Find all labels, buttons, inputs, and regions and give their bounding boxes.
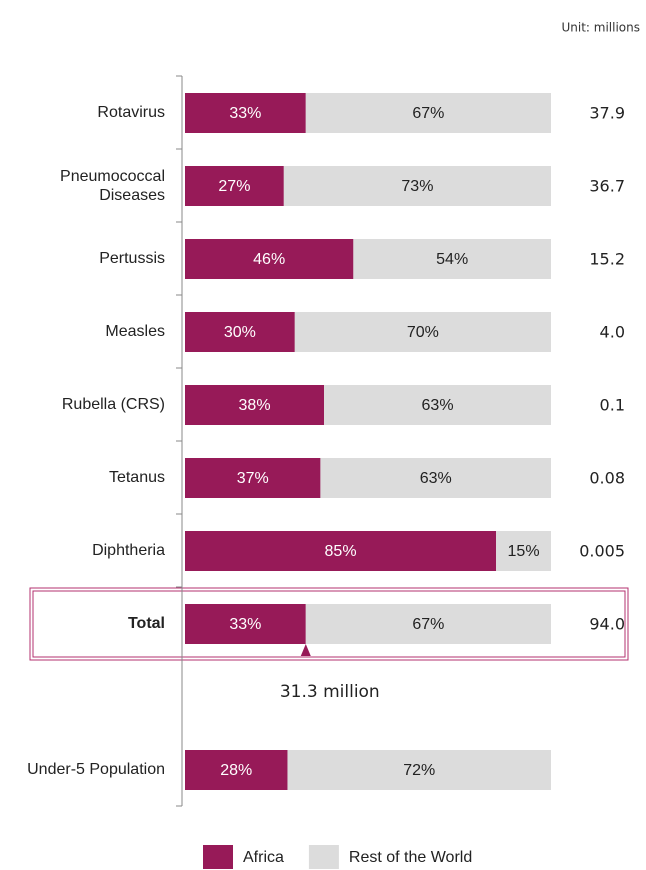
value-label: 54% — [436, 251, 468, 268]
bar-segment — [353, 239, 551, 279]
total-label: 36.7 — [589, 177, 625, 196]
total-label: 15.2 — [589, 250, 625, 269]
bar-segment — [320, 458, 551, 498]
bar-segment — [287, 750, 551, 790]
total-label: 37.9 — [589, 104, 625, 123]
bar-segment — [294, 312, 551, 352]
category-label: Total — [127, 615, 165, 633]
total-label: 0.1 — [600, 396, 625, 415]
legend-label: Rest of the World — [349, 849, 472, 866]
value-label: 33% — [229, 105, 261, 122]
total-label: 0.005 — [579, 542, 625, 561]
value-label: 33% — [229, 616, 261, 633]
bar-segment — [283, 166, 551, 206]
category-label: Pertussis — [99, 250, 165, 268]
category-label-text: Under-5 Population — [27, 761, 165, 779]
bar-segment — [185, 750, 288, 790]
category-label: Under-5 Population — [27, 761, 165, 779]
category-label: Tetanus — [108, 469, 165, 487]
highlight-box — [29, 587, 629, 661]
value-label: 63% — [420, 470, 452, 487]
legend-swatch — [308, 845, 339, 869]
bar-segment — [185, 312, 295, 352]
category-label-text: Measles — [105, 323, 165, 341]
value-label: 30% — [224, 324, 256, 341]
value-label: 28% — [220, 762, 252, 779]
category-label-text: Pneumococcal Diseases — [60, 167, 165, 204]
category-label-text: Total — [127, 615, 165, 633]
total-label: 94.0 — [589, 615, 625, 634]
total-label: 4.0 — [600, 323, 625, 342]
value-label: 73% — [401, 178, 433, 195]
category-label: Measles — [105, 323, 165, 341]
bar-segment — [185, 239, 354, 279]
bar-segment — [185, 604, 306, 644]
category-label-text: Tetanus — [108, 469, 165, 487]
value-label: 85% — [325, 543, 357, 560]
bar-segment — [185, 458, 321, 498]
bar-segment — [185, 531, 497, 571]
value-label: 27% — [218, 178, 250, 195]
annotation: 31.3 million — [280, 682, 380, 702]
bar-segment — [305, 93, 551, 133]
annotation-pointer — [300, 644, 311, 656]
category-label: Rubella (CRS) — [61, 396, 165, 414]
category-label: Diphtheria — [92, 542, 165, 560]
value-label: 72% — [403, 762, 435, 779]
highlight-box-inner — [32, 590, 626, 658]
bar-segment — [185, 385, 325, 425]
value-label: 63% — [422, 397, 454, 414]
total-label: 0.08 — [589, 469, 625, 488]
legend-label: Africa — [243, 849, 284, 866]
value-label: 38% — [239, 397, 271, 414]
bar-segment — [185, 166, 284, 206]
value-label: 46% — [253, 251, 285, 268]
category-label-text: Diphtheria — [92, 542, 165, 560]
bar-segment — [185, 93, 306, 133]
category-label: Rotavirus — [97, 104, 165, 122]
value-label: 67% — [412, 616, 444, 633]
category-label-text: Rotavirus — [97, 104, 165, 122]
bar-segment — [305, 604, 551, 644]
legend-swatch — [203, 845, 233, 869]
value-label: 15% — [508, 543, 540, 560]
bar-segment — [324, 385, 551, 425]
bar-segment — [496, 531, 551, 571]
category-label-text: Pertussis — [99, 250, 165, 268]
category-label: Pneumococcal Diseases — [60, 167, 165, 204]
value-label: 67% — [412, 105, 444, 122]
value-label: 70% — [407, 324, 439, 341]
unit-note: Unit: millions — [561, 21, 640, 35]
value-label: 37% — [237, 470, 269, 487]
category-label-text: Rubella (CRS) — [61, 396, 165, 414]
